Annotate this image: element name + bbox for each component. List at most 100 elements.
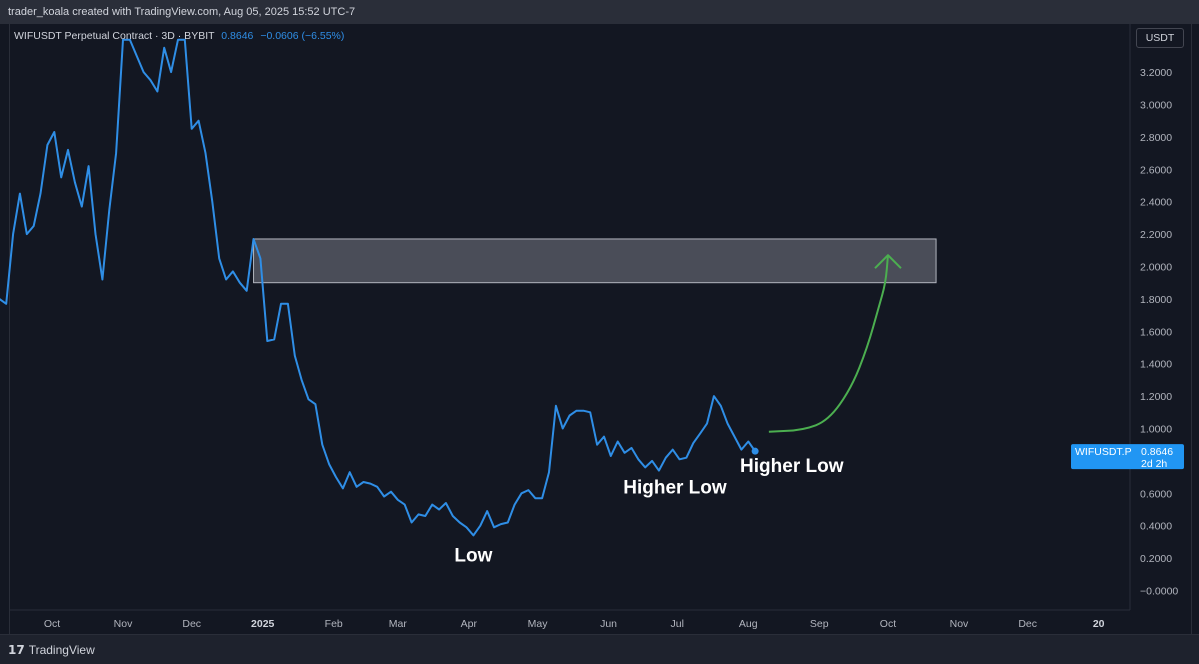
price-point	[685, 457, 688, 459]
annotation-label: Higher Low	[623, 477, 727, 498]
price-point	[252, 238, 255, 240]
projection-arrow-line[interactable]	[768, 255, 889, 433]
price-point	[12, 233, 14, 235]
price-point	[273, 338, 275, 340]
tradingview-logo[interactable]: 𝟭𝟳 TradingView	[8, 643, 95, 657]
price-point	[740, 448, 742, 451]
price-point	[727, 423, 729, 425]
price-point	[507, 521, 509, 524]
price-point	[431, 504, 433, 506]
price-point	[665, 457, 667, 459]
price-point	[197, 120, 200, 122]
price-point	[280, 303, 282, 305]
chart-area[interactable]	[9, 24, 1192, 634]
time-tick-label: Aug	[739, 618, 758, 630]
footer-bar: 𝟭𝟳 TradingView	[0, 634, 1199, 664]
price-point	[321, 444, 323, 446]
price-point	[287, 303, 289, 305]
price-point	[67, 149, 69, 151]
price-point	[630, 447, 633, 449]
price-axis[interactable]: 3.2000 3.0000 2.8000 2.6000 2.4000 2.2000 2.00…	[1140, 67, 1178, 597]
attribution-bar: trader_koala created with TradingView.co…	[0, 0, 1199, 24]
price-point	[122, 39, 124, 41]
price-point	[623, 452, 626, 454]
symbol-legend[interactable]: WIFUSDT Perpetual Contract · 3D · BYBIT …	[14, 30, 344, 42]
time-axis[interactable]: Oct Nov Dec 2025 Feb Mar Apr May Jun Jul Aug Sep Oct…	[44, 618, 1105, 630]
price-point	[191, 128, 193, 130]
price-point	[610, 455, 612, 457]
price-tick-label: 1.8000	[1140, 294, 1172, 306]
price-point	[534, 497, 536, 499]
price-point	[486, 510, 488, 512]
price-point	[548, 471, 550, 473]
resistance-zone[interactable]	[253, 238, 937, 284]
price-point	[658, 470, 660, 472]
price-point	[149, 79, 152, 81]
last-price-dot	[751, 447, 759, 455]
price-point	[101, 278, 103, 281]
price-tick-label: 1.4000	[1140, 359, 1172, 371]
time-tick-label: Oct	[880, 618, 896, 630]
price-point	[39, 193, 42, 195]
price-point	[163, 47, 165, 49]
last-price-symbol: WIFUSDT.P	[1075, 446, 1132, 458]
price-point	[342, 487, 344, 490]
symbol-price: 0.8646	[221, 30, 254, 42]
last-price-label: WIFUSDT.P 0.8646 2d 2h	[1071, 444, 1184, 470]
price-point	[644, 466, 646, 468]
price-tick-label: 2.4000	[1140, 197, 1172, 209]
price-point	[362, 481, 365, 483]
price-point	[404, 504, 406, 506]
price-point	[74, 181, 76, 183]
price-point	[218, 257, 220, 259]
price-point	[493, 526, 495, 528]
price-point	[424, 515, 426, 517]
attribution-text: trader_koala created with TradingView.co…	[8, 6, 356, 18]
price-point	[465, 526, 468, 528]
price-point	[184, 39, 186, 41]
price-point	[108, 209, 110, 211]
price-point	[307, 398, 310, 400]
price-point	[177, 39, 179, 41]
price-point	[129, 39, 131, 41]
price-point	[266, 340, 268, 342]
price-tick-label: 1.2000	[1140, 391, 1172, 403]
price-point	[136, 55, 138, 57]
price-point	[651, 460, 653, 462]
price-point	[452, 515, 454, 517]
price-point	[143, 71, 145, 73]
annotations: Low Higher Low Higher Low	[454, 456, 843, 566]
price-point	[81, 205, 83, 208]
price-point	[500, 523, 502, 525]
price-point	[472, 534, 475, 537]
price-tick-label: 1.0000	[1140, 424, 1172, 436]
price-point	[19, 193, 21, 195]
price-point	[349, 471, 351, 473]
time-tick-label: May	[528, 618, 549, 630]
time-tick-label: Dec	[182, 618, 201, 630]
time-tick-label: Dec	[1018, 618, 1037, 630]
price-tick-label: 0.6000	[1140, 488, 1172, 500]
price-point	[678, 458, 681, 460]
price-point	[527, 489, 529, 491]
price-point	[383, 495, 385, 498]
currency-button[interactable]: USDT	[1136, 28, 1184, 48]
price-point	[232, 270, 234, 272]
time-tick-label: Oct	[44, 618, 60, 630]
price-point	[706, 423, 708, 425]
time-tick-label: Jul	[671, 618, 684, 630]
price-tick-label: 0.4000	[1140, 521, 1172, 533]
price-tick-label: 2.0000	[1140, 262, 1172, 274]
price-point	[720, 405, 722, 407]
price-point	[294, 355, 296, 357]
last-price-countdown: 2d 2h	[1141, 458, 1167, 470]
price-point	[582, 410, 584, 412]
time-tick-label: Sep	[810, 618, 829, 630]
price-point	[259, 257, 262, 259]
price-point	[410, 521, 413, 524]
price-point	[459, 521, 461, 524]
projection-arrowhead	[874, 254, 902, 269]
time-tick-label: Apr	[461, 618, 478, 630]
price-point	[733, 436, 736, 438]
